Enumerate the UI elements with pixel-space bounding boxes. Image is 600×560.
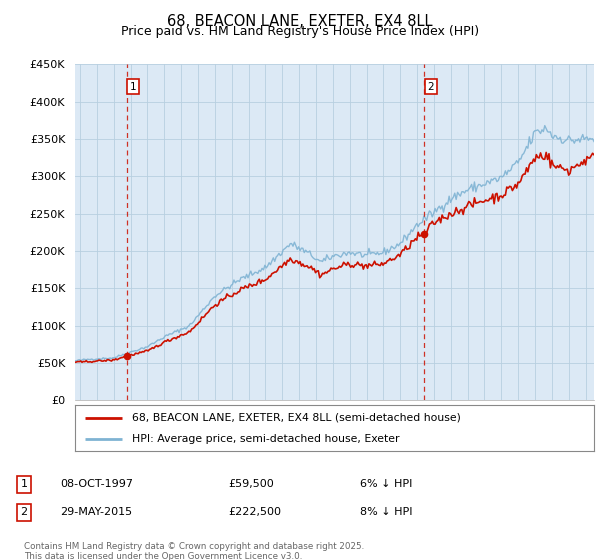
Text: 29-MAY-2015: 29-MAY-2015 [60,507,132,517]
Text: 68, BEACON LANE, EXETER, EX4 8LL: 68, BEACON LANE, EXETER, EX4 8LL [167,14,433,29]
Text: 08-OCT-1997: 08-OCT-1997 [60,479,133,489]
Text: 8% ↓ HPI: 8% ↓ HPI [360,507,413,517]
Text: £222,500: £222,500 [228,507,281,517]
Text: Price paid vs. HM Land Registry's House Price Index (HPI): Price paid vs. HM Land Registry's House … [121,25,479,38]
Text: 2: 2 [20,507,28,517]
Text: Contains HM Land Registry data © Crown copyright and database right 2025.
This d: Contains HM Land Registry data © Crown c… [24,542,364,560]
Text: 1: 1 [130,82,137,92]
Text: HPI: Average price, semi-detached house, Exeter: HPI: Average price, semi-detached house,… [132,435,400,444]
Text: 68, BEACON LANE, EXETER, EX4 8LL (semi-detached house): 68, BEACON LANE, EXETER, EX4 8LL (semi-d… [132,413,461,423]
Text: 6% ↓ HPI: 6% ↓ HPI [360,479,412,489]
Text: £59,500: £59,500 [228,479,274,489]
Text: 2: 2 [427,82,434,92]
Text: 1: 1 [20,479,28,489]
